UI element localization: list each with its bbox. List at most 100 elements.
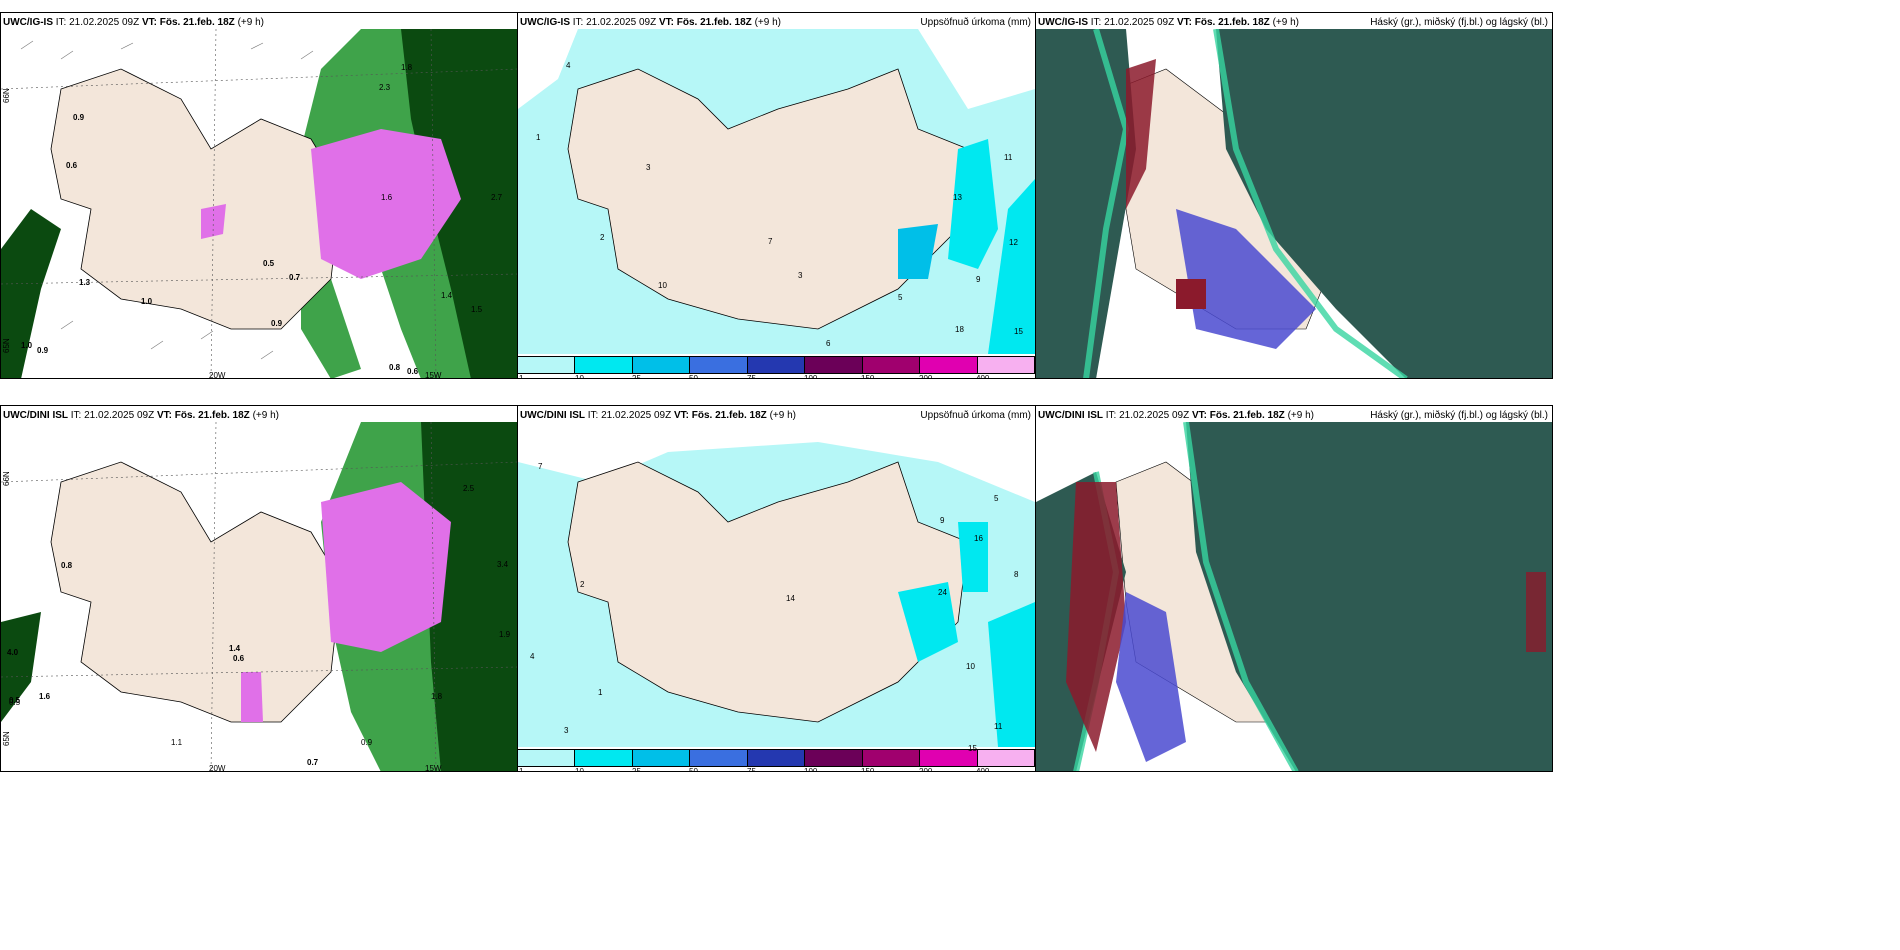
- value-label: 18: [955, 325, 964, 334]
- map-accum-precip: [518, 29, 1035, 354]
- panel-wind-precip-dini: UWC/DINI ISL IT: 21.02.2025 09Z VT: Fös.…: [0, 405, 518, 772]
- value-label: 11: [994, 722, 1003, 731]
- legend-label: 25: [632, 374, 641, 379]
- panel-accum-precip-dini: UWC/DINI ISL IT: 21.02.2025 09Z VT: Fös.…: [517, 405, 1036, 772]
- panel-clouds-ig: UWC/IG-IS IT: 21.02.2025 09Z VT: Fös. 21…: [1035, 12, 1553, 379]
- panel-clouds-dini: UWC/DINI ISL IT: 21.02.2025 09Z VT: Fös.…: [1035, 405, 1553, 772]
- legend-label: 150: [861, 767, 875, 772]
- value-label: 15: [968, 744, 977, 753]
- panel-accum-precip-ig: UWC/IG-IS IT: 21.02.2025 09Z VT: Fös. 21…: [517, 12, 1036, 379]
- panel-variable-title: Uppsöfnuð úrkoma (mm): [920, 17, 1031, 28]
- value-label: 2.3: [379, 83, 391, 92]
- value-label: 2.5: [463, 484, 475, 493]
- value-label: 3: [646, 163, 651, 172]
- value-label: 6: [826, 339, 831, 348]
- legend-swatch: [690, 357, 748, 373]
- value-label: 2.7: [491, 193, 503, 202]
- lon-label-20w: 20W: [209, 371, 226, 379]
- map-accum-precip: [518, 422, 1035, 747]
- legend-label: 200: [919, 767, 933, 772]
- value-label: 1.0: [21, 341, 33, 350]
- map-wind-precip: [1, 422, 517, 771]
- panel-variable-title: Háský (gr.), miðský (fj.bl.) og lágský (…: [1370, 17, 1548, 28]
- legend-swatch: [977, 357, 1035, 373]
- value-label: 1.8: [431, 692, 443, 701]
- legend-labels: 1 10 25 50 75 100 150 200 400: [518, 374, 1035, 379]
- map-clouds: [1036, 29, 1552, 378]
- value-label: 3: [798, 271, 803, 280]
- value-label: 7: [768, 237, 773, 246]
- legend-label: 1: [519, 374, 524, 379]
- legend-label: 75: [747, 767, 756, 772]
- legend-label: 50: [689, 374, 698, 379]
- legend-label: 75: [747, 374, 756, 379]
- legend-colorbar: [518, 749, 1035, 767]
- legend-label: 10: [575, 374, 584, 379]
- value-label: 0.9: [37, 346, 49, 355]
- value-label: 0.8: [61, 561, 73, 570]
- lat-label-65n: 65N: [2, 338, 11, 353]
- legend-swatch: [862, 750, 921, 766]
- lon-label-15w: 15W: [425, 371, 442, 379]
- lat-label-66n: 66N: [2, 471, 11, 486]
- value-label: 3: [564, 726, 569, 735]
- value-label: 1.1: [171, 738, 183, 747]
- legend-swatch: [805, 750, 863, 766]
- value-label: 9: [976, 275, 981, 284]
- panel-variable-title: Uppsöfnuð úrkoma (mm): [920, 410, 1031, 421]
- legend-swatch: [805, 357, 863, 373]
- lat-label-66n: 66N: [2, 88, 11, 103]
- value-label: 10: [966, 662, 975, 671]
- value-label: 2: [580, 580, 585, 589]
- legend-labels: 1 10 25 50 75 100 150 200 400: [518, 767, 1035, 772]
- panel-header: UWC/IG-IS IT: 21.02.2025 09Z VT: Fös. 21…: [520, 17, 781, 28]
- value-label: 0.7: [289, 273, 301, 282]
- legend-swatch: [690, 750, 748, 766]
- legend-swatch: [575, 750, 633, 766]
- value-label: 1.8: [401, 63, 413, 72]
- legend-label: 100: [804, 767, 818, 772]
- value-label: 0.6: [66, 161, 78, 170]
- value-label: 0.9: [73, 113, 85, 122]
- legend-swatch: [747, 357, 806, 373]
- value-label: 12: [1009, 238, 1018, 247]
- value-label: 0.6: [233, 654, 245, 663]
- value-label: 1: [536, 133, 541, 142]
- value-label: 1.4: [229, 644, 241, 653]
- lon-label-20w: 20W: [209, 764, 226, 772]
- value-label: 0.8: [389, 363, 401, 372]
- value-label: 0.5: [9, 696, 21, 705]
- value-label: 24: [938, 588, 947, 597]
- legend-label: 10: [575, 767, 584, 772]
- map-clouds: [1036, 422, 1552, 771]
- panel-header: UWC/IG-IS IT: 21.02.2025 09Z VT: Fös. 21…: [1038, 17, 1299, 28]
- legend-label: 200: [919, 374, 933, 379]
- panel-header: UWC/DINI ISL IT: 21.02.2025 09Z VT: Fös.…: [3, 410, 279, 421]
- legend-label: 100: [804, 374, 818, 379]
- value-label: 9: [940, 516, 945, 525]
- legend-swatch: [575, 357, 633, 373]
- value-label: 1: [598, 688, 603, 697]
- legend-swatch: [747, 750, 806, 766]
- legend-label: 400: [976, 767, 990, 772]
- value-label: 0.9: [361, 738, 373, 747]
- legend-swatch: [632, 357, 691, 373]
- legend-swatch: [632, 750, 691, 766]
- panel-wind-precip-ig: UWC/IG-IS IT: 21.02.2025 09Z VT: Fös. 21…: [0, 12, 518, 379]
- value-label: 0.5: [263, 259, 275, 268]
- value-label: 8: [1014, 570, 1019, 579]
- value-label: 14: [786, 594, 795, 603]
- value-label: 4: [530, 652, 535, 661]
- legend-label: 1: [519, 767, 524, 772]
- value-label: 2: [600, 233, 605, 242]
- map-wind-precip: [1, 29, 517, 378]
- value-label: 1.9: [499, 630, 511, 639]
- precip-legend: 1 10 25 50 75 100 150 200 400: [518, 356, 1035, 379]
- value-label: 1.6: [381, 193, 393, 202]
- value-label: 1.0: [141, 297, 153, 306]
- legend-swatch: [977, 750, 1035, 766]
- value-label: 7: [538, 462, 543, 471]
- value-label: 1.6: [39, 692, 51, 701]
- panel-header: UWC/DINI ISL IT: 21.02.2025 09Z VT: Fös.…: [520, 410, 796, 421]
- value-label: 5: [994, 494, 999, 503]
